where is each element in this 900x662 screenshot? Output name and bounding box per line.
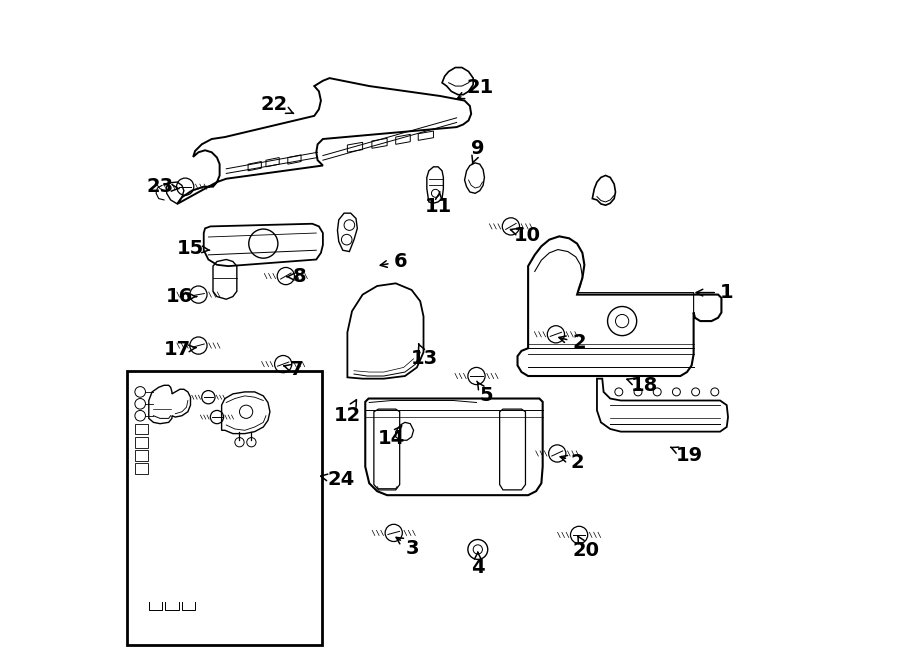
Text: 2: 2	[560, 453, 585, 471]
Text: 10: 10	[510, 226, 541, 244]
Text: 14: 14	[378, 426, 405, 448]
Text: 3: 3	[396, 538, 419, 557]
Text: 4: 4	[471, 552, 484, 577]
Text: 19: 19	[670, 446, 703, 465]
Text: 15: 15	[177, 239, 210, 258]
Text: 1: 1	[696, 283, 734, 302]
Text: 17: 17	[164, 340, 196, 359]
Text: 18: 18	[627, 376, 658, 395]
Text: 23: 23	[147, 177, 179, 196]
Text: 7: 7	[284, 360, 303, 379]
Text: 24: 24	[320, 471, 355, 489]
Text: 6: 6	[381, 252, 407, 271]
Text: 9: 9	[471, 140, 484, 164]
Text: 11: 11	[425, 191, 452, 216]
Text: 21: 21	[457, 78, 493, 99]
Text: 20: 20	[573, 536, 600, 560]
Text: 5: 5	[477, 381, 493, 405]
Bar	[127, 371, 322, 645]
Text: 8: 8	[286, 267, 306, 286]
Text: 12: 12	[334, 400, 361, 425]
Text: 16: 16	[166, 287, 196, 306]
Text: 2: 2	[559, 334, 586, 352]
Text: 13: 13	[411, 344, 438, 368]
Text: 22: 22	[261, 95, 293, 114]
